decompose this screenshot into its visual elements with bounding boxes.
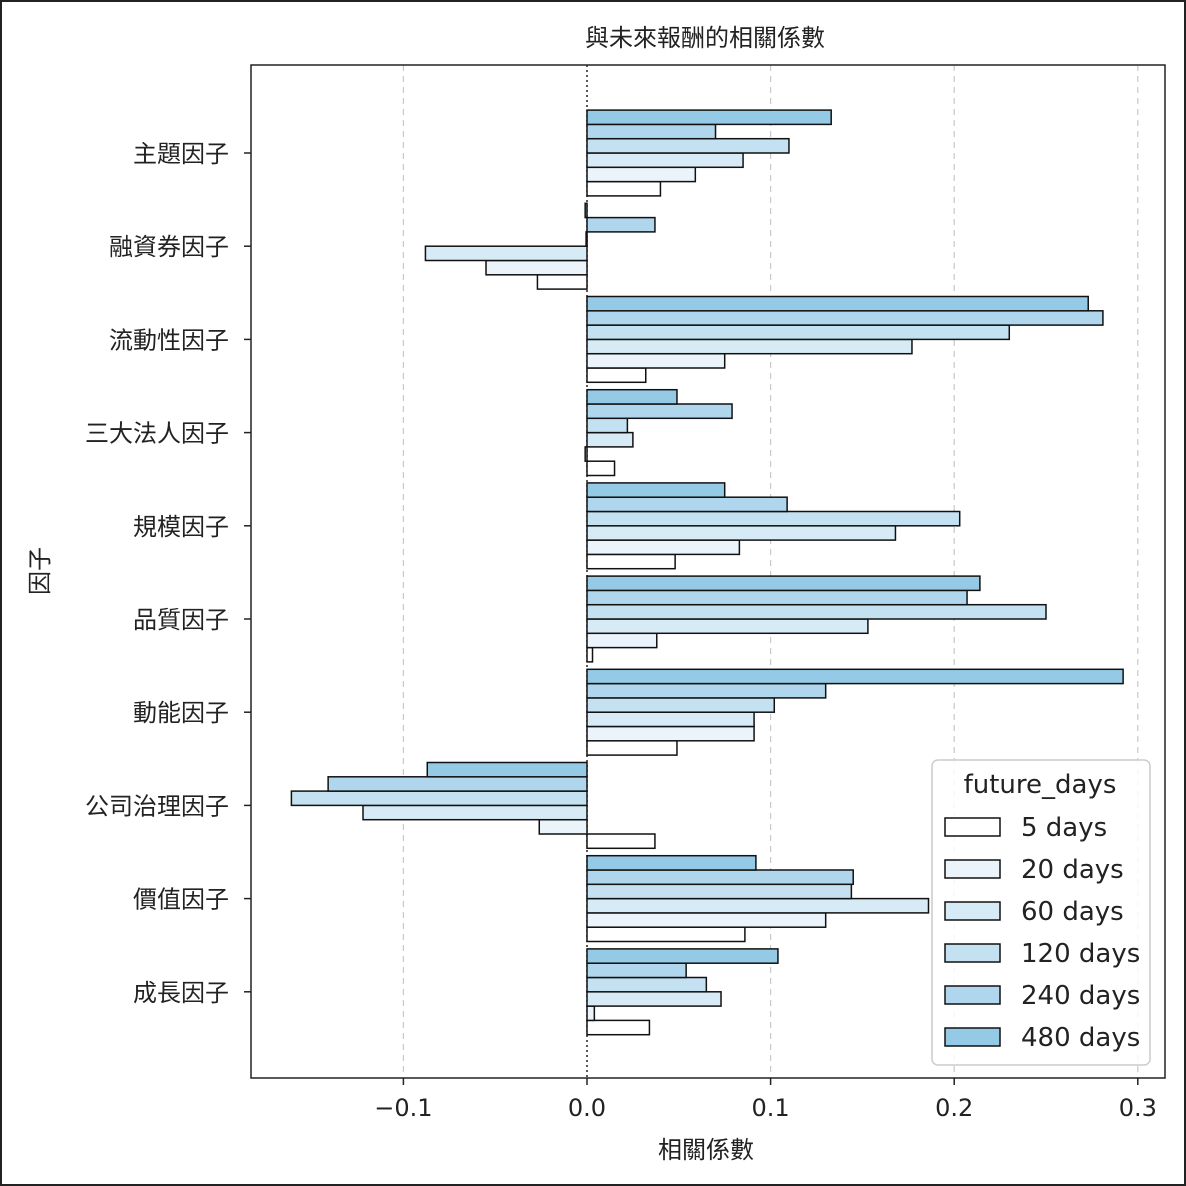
bar [586, 109, 832, 126]
bar [586, 310, 1104, 326]
bar [586, 618, 869, 635]
legend-swatch [944, 985, 1001, 1005]
x-tick-label: 0.0 [568, 1094, 606, 1122]
bar [586, 482, 726, 498]
legend-label: 20 days [1021, 855, 1124, 885]
bar-layer [290, 109, 1124, 1036]
bar [585, 231, 588, 247]
bar [586, 962, 687, 979]
bar [536, 274, 588, 290]
bar [586, 912, 827, 928]
x-tick-label: −0.1 [374, 1094, 432, 1122]
y-tick-label: 價值因子 [133, 886, 229, 914]
bar [586, 216, 656, 233]
bar [586, 575, 981, 592]
bar [424, 245, 588, 262]
bar [586, 352, 726, 369]
bar [586, 417, 629, 434]
y-tick-label: 動能因子 [133, 699, 229, 727]
bar [586, 869, 854, 886]
legend-swatch [944, 901, 1001, 921]
bar [426, 761, 588, 778]
bar [586, 697, 776, 713]
legend-swatch [944, 859, 1001, 879]
bar [586, 976, 708, 993]
bar [586, 854, 757, 871]
bar [586, 166, 697, 183]
bar [586, 589, 968, 606]
bar [586, 460, 616, 477]
bar [586, 711, 755, 728]
x-tick-label: 0.1 [752, 1094, 790, 1122]
bar [586, 897, 930, 914]
bar [586, 926, 746, 943]
y-tick-label: 品質因子 [133, 606, 229, 634]
bar [586, 833, 656, 850]
bar [586, 646, 594, 663]
bar [586, 1019, 651, 1036]
bar [586, 603, 1047, 620]
plot-border [250, 64, 1166, 1079]
bar [584, 446, 588, 462]
bar [362, 804, 588, 821]
bar [584, 202, 588, 219]
bar [586, 1005, 596, 1022]
x-tick-label: 0.3 [1119, 1094, 1157, 1122]
grid-layer [402, 65, 1139, 1078]
bar [586, 553, 676, 570]
legend-swatch [944, 943, 1001, 963]
bar [586, 367, 647, 384]
bar [586, 883, 853, 900]
bar [586, 991, 722, 1007]
bar [586, 539, 741, 556]
bar [586, 388, 678, 405]
bar [485, 259, 588, 276]
legend-label: 480 days [1021, 1023, 1140, 1053]
legend-title: future_days [964, 770, 1117, 800]
x-axis-label: 相關係數 [658, 1136, 754, 1164]
bar [586, 682, 827, 699]
bar [586, 403, 733, 420]
y-tick-label: 融資券因子 [109, 233, 229, 261]
bar [586, 324, 1011, 341]
y-tick-label: 流動性因子 [109, 326, 229, 354]
bar [586, 137, 790, 154]
bar [586, 632, 658, 649]
legend-label: 5 days [1021, 813, 1107, 843]
y-tick-label: 三大法人因子 [85, 420, 229, 448]
bar [290, 790, 588, 807]
x-tick-layer: −0.1 0.0 0.1 0.2 0.3 [374, 1078, 1157, 1122]
bar [586, 948, 779, 964]
legend-label: 120 days [1021, 939, 1140, 969]
legend-label: 60 days [1021, 897, 1124, 927]
bar [586, 725, 755, 742]
bar [586, 431, 634, 448]
legend-items: 5 days 20 days 60 days 120 days 240 days 480 … [944, 813, 1140, 1053]
y-tick-label: 成長因子 [133, 979, 229, 1007]
chart-title: 與未來報酬的相關係數 [585, 24, 825, 52]
legend-swatch [944, 817, 1001, 837]
legend-label: 240 days [1021, 981, 1140, 1011]
legend-swatch [944, 1027, 1001, 1047]
bar [586, 510, 961, 527]
y-tick-label: 公司治理因子 [85, 792, 229, 820]
bar [586, 668, 1124, 685]
bar [327, 776, 588, 792]
bar [586, 295, 1089, 312]
bar [586, 123, 717, 140]
y-tick-layer: 主題因子融資券因子流動性因子三大法人因子規模因子品質因子動能因子公司治理因子價值… [85, 140, 251, 1007]
y-tick-label: 規模因子 [133, 513, 229, 541]
y-axis-label: 因子 [26, 547, 54, 595]
bar [586, 180, 662, 197]
legend[interactable]: future_days 5 days 20 days 60 days 120 days… [931, 759, 1151, 1066]
bar [586, 525, 897, 541]
x-tick-label: 0.2 [935, 1094, 973, 1122]
bar [586, 152, 744, 169]
bar [586, 338, 913, 355]
y-tick-label: 主題因子 [133, 140, 229, 168]
bar [586, 740, 678, 756]
bar [538, 818, 588, 835]
bar [586, 496, 788, 513]
